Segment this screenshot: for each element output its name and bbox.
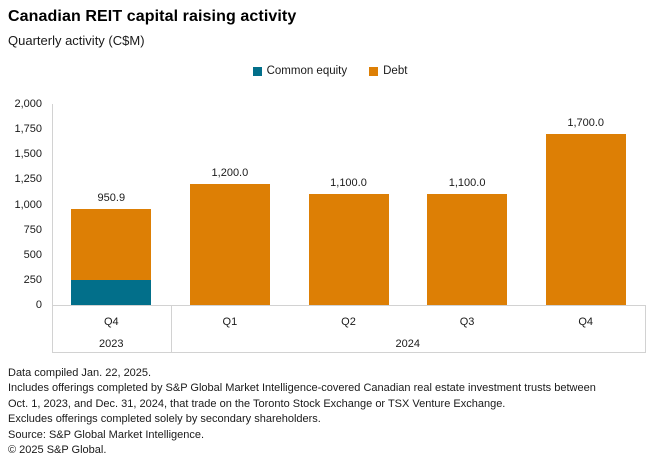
bar-segment-debt [427,194,508,305]
bar-segment-common-equity [71,279,152,305]
year-divider-line [171,305,172,352]
y-axis-tick-label: 500 [23,248,42,261]
x-axis-quarter-label: Q1 [222,316,238,328]
x-axis-year-label: 2023 [99,338,124,350]
footnote-copyright: © 2025 S&P Global. [8,444,107,457]
legend-swatch-common-equity-icon [252,66,262,76]
y-axis-tick-label: 1,250 [14,173,42,186]
y-axis-tick-label: 750 [23,223,42,236]
chart-subtitle: Quarterly activity (C$M) [8,33,145,48]
y-axis-tick-label: 1,500 [14,148,42,161]
x-axis-quarter-label: Q3 [459,316,475,328]
bar-value-label: 1,700.0 [567,117,605,130]
bar-value-label: 1,200.0 [211,167,249,180]
bar-segment-debt [545,134,626,305]
x-axis-quarter-label: Q4 [578,316,594,328]
y-axis-line [52,104,53,352]
x-axis-year-label: 2024 [395,338,421,350]
footnote-source: Source: S&P Global Market Intelligence. [8,428,205,441]
bar-value-label: 1,100.0 [448,177,486,190]
y-axis-tick-label: 1,000 [14,198,42,211]
x-axis-baseline [52,305,645,306]
y-axis-tick-label: 1,750 [14,123,42,136]
legend-label-common-equity: Common equity [266,65,348,77]
footnote-excludes: Excludes offerings completed solely by s… [8,413,321,426]
footnotes: Data compiled Jan. 22, 2025. Includes of… [8,366,656,458]
x-axis-quarter-label: Q4 [103,316,119,328]
bar-segment-debt [71,209,152,280]
label-box-right-line [645,305,646,352]
chart-title: Canadian REIT capital raising activity [8,8,297,25]
y-axis-tick-label: 2,000 [14,98,42,110]
legend-label-debt: Debt [383,65,408,77]
bar-value-label: 950.9 [97,192,126,205]
legend-item-common-equity: Common equity [252,65,348,77]
x-axis-quarter-label: Q2 [341,316,356,328]
bar-value-label: 1,100.0 [330,177,367,190]
bar-segment-debt [189,184,270,305]
footnote-includes-line2: Oct. 1, 2023, and Dec. 31, 2024, that tr… [8,397,506,410]
y-axis-tick-label: 250 [23,273,42,286]
y-axis-tick-label: 0 [35,299,42,311]
legend-swatch-debt-icon [369,66,379,76]
bar-segment-debt [308,194,389,305]
footnote-compiled: Data compiled Jan. 22, 2025. [8,367,152,379]
chart-legend: Common equity Debt [0,65,660,77]
label-box-bottom-line [52,352,646,353]
footnote-includes-line1: Includes offerings completed by S&P Glob… [8,382,596,395]
legend-item-debt: Debt [369,65,407,77]
